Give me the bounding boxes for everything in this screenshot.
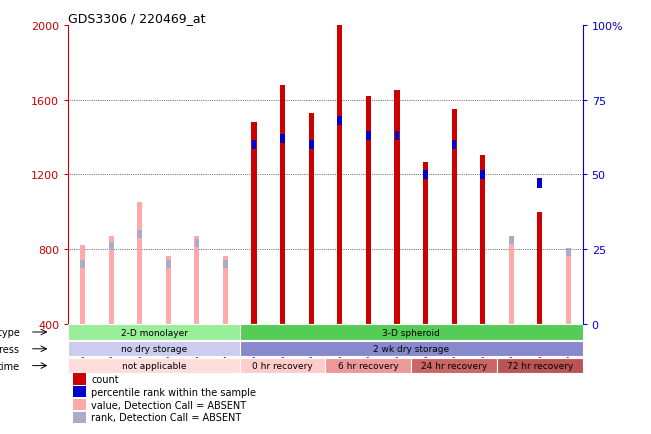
Bar [326, 358, 411, 373]
Bar [223, 257, 228, 324]
Text: cell type: cell type [0, 327, 20, 337]
Bar [497, 358, 583, 373]
Bar [337, 116, 342, 126]
Bar [566, 250, 571, 324]
Bar [366, 97, 371, 324]
Bar [109, 243, 113, 250]
Bar [166, 260, 171, 268]
Bar [74, 399, 87, 410]
Bar [80, 260, 85, 268]
Text: 2-D monolayer: 2-D monolayer [120, 328, 187, 337]
Text: 24 hr recovery: 24 hr recovery [421, 361, 487, 370]
Bar [80, 246, 85, 324]
Bar [566, 248, 571, 256]
Bar [281, 135, 285, 144]
Bar [240, 342, 583, 357]
Bar [309, 114, 314, 324]
Text: stress: stress [0, 344, 20, 354]
Text: percentile rank within the sample: percentile rank within the sample [92, 387, 256, 397]
Bar [508, 237, 514, 324]
Bar [109, 237, 114, 324]
Text: value, Detection Call = ABSENT: value, Detection Call = ABSENT [92, 400, 247, 410]
Bar [480, 155, 485, 324]
Bar [137, 203, 143, 324]
Bar [538, 179, 542, 189]
Text: 2 wk dry storage: 2 wk dry storage [373, 345, 449, 353]
Bar [423, 170, 428, 180]
Bar [195, 237, 199, 324]
Bar [452, 140, 456, 150]
Text: time: time [0, 361, 20, 371]
Bar [395, 91, 400, 324]
Bar [309, 140, 314, 150]
Bar [74, 386, 87, 398]
Bar [68, 358, 240, 373]
Bar [366, 132, 370, 141]
Text: rank, Detection Call = ABSENT: rank, Detection Call = ABSENT [92, 412, 242, 422]
Bar [337, 26, 342, 324]
Text: 0 hr recovery: 0 hr recovery [253, 361, 313, 370]
Text: no dry storage: no dry storage [121, 345, 187, 353]
Bar [240, 358, 326, 373]
Bar [223, 260, 228, 268]
Bar [166, 257, 171, 324]
Bar [195, 240, 199, 247]
Text: GDS3306 / 220469_at: GDS3306 / 220469_at [68, 12, 206, 25]
Bar [240, 325, 583, 340]
Bar [480, 170, 485, 180]
Bar [509, 237, 514, 244]
Bar [137, 230, 142, 239]
Bar [537, 212, 542, 324]
Bar [280, 85, 285, 324]
Bar [68, 325, 240, 340]
Bar [452, 110, 456, 324]
Bar [74, 412, 87, 423]
Bar [411, 358, 497, 373]
Bar [74, 373, 87, 385]
Bar [252, 140, 256, 150]
Text: count: count [92, 374, 119, 384]
Text: 3-D spheroid: 3-D spheroid [382, 328, 440, 337]
Bar [251, 123, 256, 324]
Bar [395, 132, 399, 141]
Bar [68, 342, 240, 357]
Text: 72 hr recovery: 72 hr recovery [506, 361, 573, 370]
Text: 6 hr recovery: 6 hr recovery [338, 361, 398, 370]
Bar [423, 163, 428, 324]
Text: not applicable: not applicable [122, 361, 186, 370]
